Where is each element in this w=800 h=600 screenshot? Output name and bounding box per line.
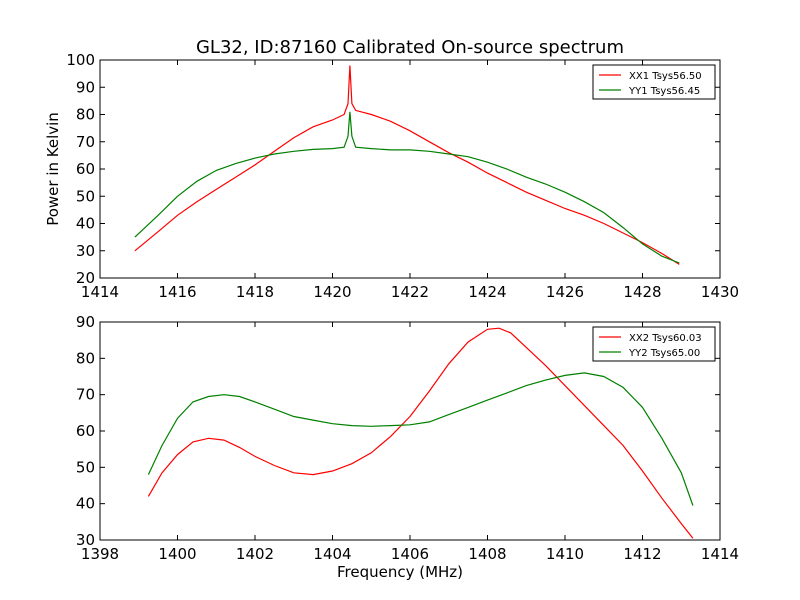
x-tick-label: 1410 bbox=[546, 545, 584, 563]
x-tick-label: 1402 bbox=[236, 545, 274, 563]
x-tick-label: 1406 bbox=[391, 545, 429, 563]
legend-box bbox=[592, 64, 716, 100]
x-tick-label: 1416 bbox=[158, 283, 196, 301]
x-axis-label: Frequency (MHz) bbox=[337, 563, 463, 581]
y-tick-label: 40 bbox=[76, 215, 95, 233]
x-tick-label: 1418 bbox=[236, 283, 274, 301]
x-tick-label: 1398 bbox=[81, 545, 119, 563]
legend: XX1 Tsys56.50 YY1 Tsys56.45 bbox=[592, 64, 716, 100]
x-tick-label: 1422 bbox=[391, 283, 429, 301]
x-tick-label: 1414 bbox=[701, 545, 739, 563]
series-line-1 bbox=[147, 327, 694, 539]
y-tick-label: 80 bbox=[76, 349, 95, 367]
legend: XX2 Tsys60.03 YY2 Tsys65.00 bbox=[592, 326, 716, 362]
x-tick-label: 1428 bbox=[623, 283, 661, 301]
x-tick-label: 1412 bbox=[623, 545, 661, 563]
x-tick-label: 1414 bbox=[81, 283, 119, 301]
legend-label: XX2 Tsys60.03 bbox=[629, 333, 702, 344]
x-tick-label: 1404 bbox=[313, 545, 351, 563]
y-tick-label: 20 bbox=[76, 269, 95, 287]
legend-label: YY2 Tsys65.00 bbox=[628, 348, 700, 359]
legend-label: YY1 Tsys56.45 bbox=[628, 86, 700, 97]
figure-title: GL32, ID:87160 Calibrated On-source spec… bbox=[196, 37, 624, 58]
y-tick-label: 30 bbox=[76, 531, 95, 549]
series-line-2 bbox=[147, 372, 694, 506]
y-tick-label: 50 bbox=[76, 187, 95, 205]
series-line-2 bbox=[134, 111, 680, 264]
chart-panel-2: 1398 1400 1402 1404 1406 1408 1410 1412 1414 30 40… bbox=[76, 313, 739, 581]
y-tick-label: 70 bbox=[76, 386, 95, 404]
y-tick-label: 90 bbox=[76, 313, 95, 331]
x-tick-label: 1400 bbox=[158, 545, 196, 563]
y-axis-label: Power in Kelvin bbox=[44, 112, 62, 226]
y-tick-label: 90 bbox=[76, 78, 95, 96]
y-tick-label: 100 bbox=[66, 51, 95, 69]
y-tick-label: 70 bbox=[76, 133, 95, 151]
series-line-1 bbox=[134, 65, 680, 265]
chart-panel-1: 1414 1416 1418 1420 1422 1424 1426 1428 1430 20 30… bbox=[44, 51, 739, 301]
y-tick-label: 30 bbox=[76, 242, 95, 260]
x-tick-label: 1426 bbox=[546, 283, 584, 301]
legend-box bbox=[592, 326, 716, 362]
x-tick-label: 1408 bbox=[468, 545, 506, 563]
y-tick-label: 50 bbox=[76, 458, 95, 476]
y-tick-label: 40 bbox=[76, 495, 95, 513]
x-tick-label: 1430 bbox=[701, 283, 739, 301]
x-tick-label: 1424 bbox=[468, 283, 506, 301]
legend-label: XX1 Tsys56.50 bbox=[629, 71, 702, 82]
y-tick-label: 60 bbox=[76, 160, 95, 178]
x-tick-label: 1420 bbox=[313, 283, 351, 301]
y-tick-label: 80 bbox=[76, 106, 95, 124]
y-tick-label: 60 bbox=[76, 422, 95, 440]
